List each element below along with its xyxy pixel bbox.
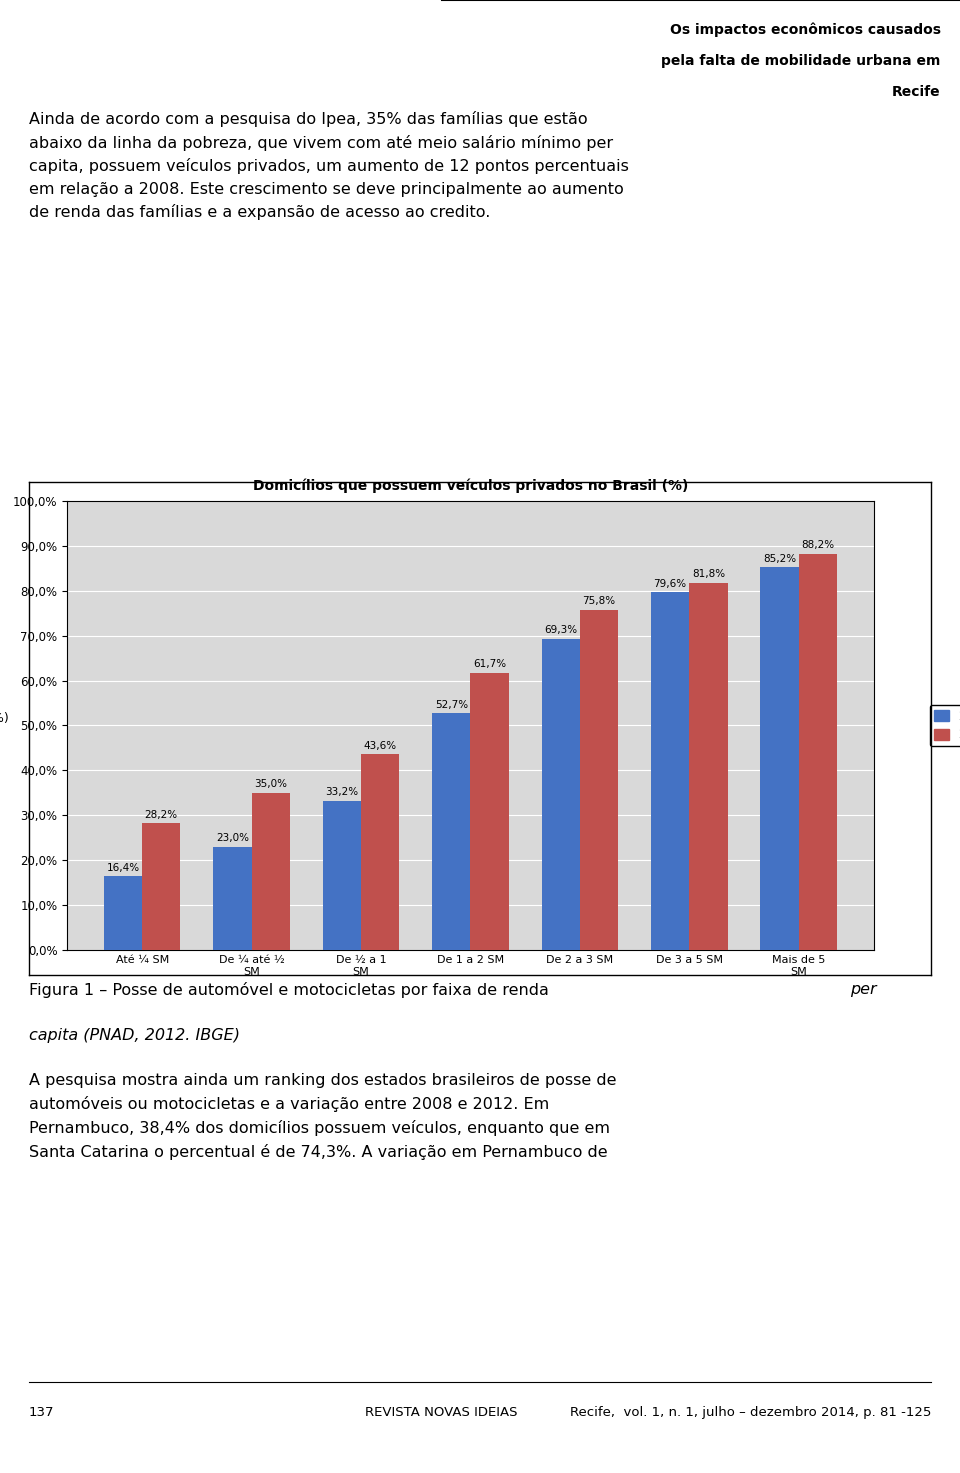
Text: 52,7%: 52,7% xyxy=(435,700,468,710)
Text: 33,2%: 33,2% xyxy=(325,788,358,797)
Bar xyxy=(361,754,399,950)
Bar xyxy=(142,823,180,950)
Text: Recife: Recife xyxy=(892,84,941,99)
Text: 88,2%: 88,2% xyxy=(802,541,834,551)
Bar xyxy=(213,847,252,950)
Text: 28,2%: 28,2% xyxy=(145,810,178,820)
Text: 75,8%: 75,8% xyxy=(583,597,615,605)
Text: A pesquisa mostra ainda um ranking dos estados brasileiros de posse de
automóvei: A pesquisa mostra ainda um ranking dos e… xyxy=(29,1074,616,1159)
Text: 61,7%: 61,7% xyxy=(473,660,506,669)
Text: 23,0%: 23,0% xyxy=(216,834,249,843)
Y-axis label: (%): (%) xyxy=(0,713,10,726)
Text: 16,4%: 16,4% xyxy=(107,863,139,873)
Text: 35,0%: 35,0% xyxy=(254,779,287,790)
Legend: 2008, 2012: 2008, 2012 xyxy=(929,704,960,747)
Bar xyxy=(104,876,142,950)
Text: 79,6%: 79,6% xyxy=(654,579,686,589)
Bar xyxy=(651,592,689,950)
Text: per: per xyxy=(850,981,876,997)
Text: 81,8%: 81,8% xyxy=(692,569,725,579)
Text: 85,2%: 85,2% xyxy=(763,554,796,564)
Bar xyxy=(760,567,799,950)
Bar xyxy=(541,639,580,950)
Bar xyxy=(432,713,470,950)
Bar xyxy=(470,673,509,950)
Text: Figura 1 – Posse de automóvel e motocicletas por faixa de renda: Figura 1 – Posse de automóvel e motocicl… xyxy=(29,981,554,997)
Text: 69,3%: 69,3% xyxy=(544,625,577,635)
Title: Domicílios que possuem veículos privados no Brasil (%): Domicílios que possuem veículos privados… xyxy=(252,479,688,492)
Bar xyxy=(689,583,728,950)
Text: REVISTA NOVAS IDEIAS: REVISTA NOVAS IDEIAS xyxy=(365,1405,517,1418)
Bar xyxy=(799,554,837,950)
Text: Os impactos econômicos causados: Os impactos econômicos causados xyxy=(670,22,941,37)
Text: pela falta de mobilidade urbana em: pela falta de mobilidade urbana em xyxy=(661,53,941,68)
Bar xyxy=(580,610,618,950)
Text: capita (PNAD, 2012. IBGE): capita (PNAD, 2012. IBGE) xyxy=(29,1028,240,1043)
Bar xyxy=(252,792,290,950)
Bar xyxy=(323,801,361,950)
Text: Recife,  vol. 1, n. 1, julho – dezembro 2014, p. 81 -125: Recife, vol. 1, n. 1, julho – dezembro 2… xyxy=(570,1405,931,1418)
Text: 137: 137 xyxy=(29,1405,55,1418)
Text: Ainda de acordo com a pesquisa do Ipea, 35% das famílias que estão
abaixo da lin: Ainda de acordo com a pesquisa do Ipea, … xyxy=(29,110,629,221)
Text: 43,6%: 43,6% xyxy=(364,741,396,751)
